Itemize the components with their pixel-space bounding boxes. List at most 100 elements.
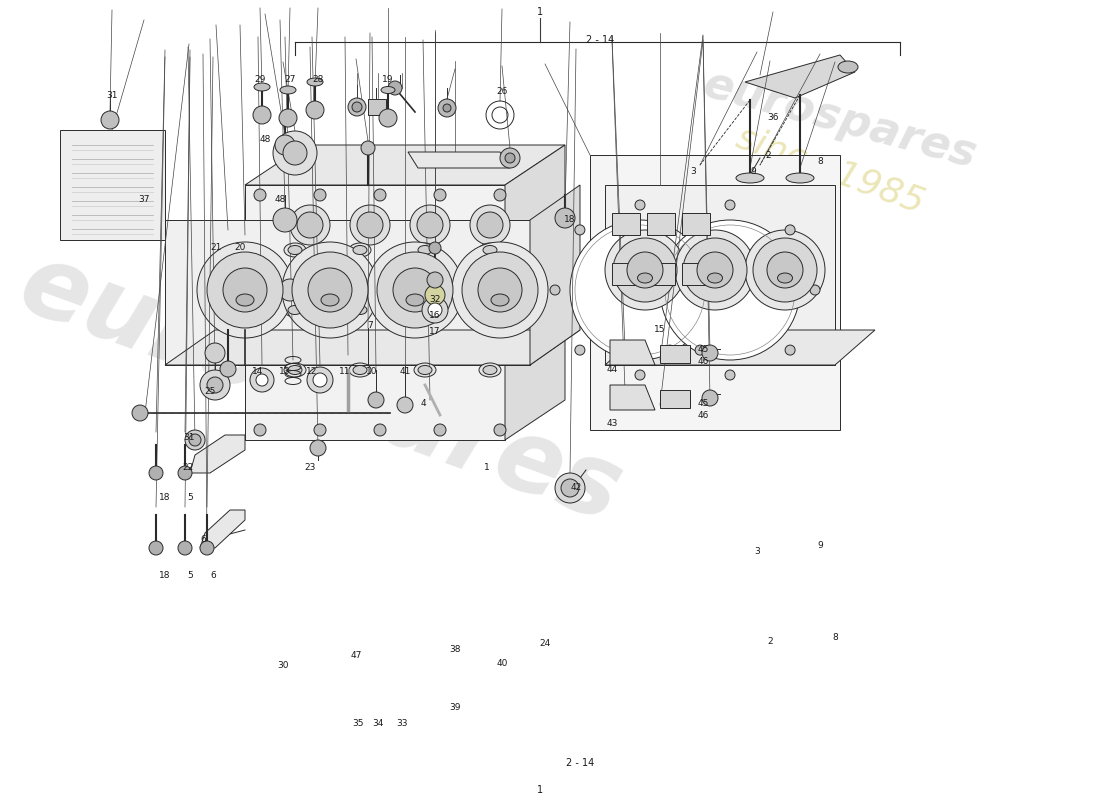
Polygon shape [190,435,245,473]
Text: 43: 43 [606,419,618,429]
Polygon shape [505,145,565,440]
Circle shape [273,208,297,232]
Circle shape [745,230,825,310]
Text: 2 - 14: 2 - 14 [565,758,594,768]
Circle shape [197,242,293,338]
Circle shape [494,189,506,201]
Circle shape [754,238,817,302]
Polygon shape [165,330,580,365]
Circle shape [272,272,308,308]
Text: 37: 37 [139,195,150,205]
Circle shape [556,473,585,503]
Circle shape [452,242,548,338]
Ellipse shape [786,173,814,183]
Circle shape [422,272,458,308]
Circle shape [283,141,307,165]
Ellipse shape [638,273,652,283]
Circle shape [148,541,163,555]
Polygon shape [660,345,690,363]
Circle shape [664,345,675,355]
Circle shape [310,440,326,456]
Text: 2: 2 [766,150,771,159]
Circle shape [393,268,437,312]
Circle shape [367,242,463,338]
Ellipse shape [414,243,436,257]
Text: 40: 40 [496,659,508,669]
Text: 23: 23 [305,463,316,473]
Ellipse shape [418,366,432,374]
Ellipse shape [478,243,500,257]
Text: 36: 36 [768,113,779,122]
Polygon shape [530,185,580,365]
Circle shape [635,200,645,210]
Text: 46: 46 [697,358,708,366]
Polygon shape [605,330,874,365]
Ellipse shape [284,303,306,317]
Text: 1: 1 [484,463,490,473]
Circle shape [428,303,442,317]
Circle shape [472,272,508,308]
Circle shape [785,345,795,355]
Circle shape [500,148,520,168]
Circle shape [425,285,446,305]
Bar [682,213,710,235]
Text: 19: 19 [383,75,394,85]
Bar [682,263,710,285]
Text: 34: 34 [372,718,384,727]
Circle shape [254,189,266,201]
Text: 18: 18 [160,570,170,579]
Text: 29: 29 [254,75,266,85]
Circle shape [377,252,453,328]
Text: 38: 38 [449,646,461,654]
Ellipse shape [288,366,302,374]
Circle shape [434,189,446,201]
Text: 47: 47 [350,651,362,661]
Ellipse shape [483,306,497,314]
Circle shape [397,397,412,413]
Circle shape [374,424,386,436]
Circle shape [417,212,443,238]
Text: 31: 31 [184,434,195,442]
Text: eurospares: eurospares [7,236,634,544]
Polygon shape [408,152,510,168]
Circle shape [205,343,225,363]
Circle shape [178,466,192,480]
Text: 9: 9 [750,167,756,177]
Polygon shape [165,220,530,365]
Circle shape [374,189,386,201]
Text: eurospares: eurospares [698,63,981,177]
Circle shape [322,272,358,308]
Circle shape [410,205,450,245]
Ellipse shape [349,243,371,257]
Circle shape [314,373,327,387]
Polygon shape [245,145,565,185]
Circle shape [256,374,268,386]
Text: 6: 6 [210,570,216,579]
Circle shape [438,99,456,117]
Ellipse shape [381,86,395,94]
Circle shape [683,238,747,302]
Text: 18: 18 [160,494,170,502]
Text: 8: 8 [817,158,823,166]
Circle shape [358,212,383,238]
Text: 5: 5 [187,494,192,502]
Text: 39: 39 [449,703,461,713]
Circle shape [664,225,675,235]
Circle shape [314,424,326,436]
Circle shape [635,370,645,380]
Circle shape [148,466,163,480]
Circle shape [207,377,223,393]
Circle shape [379,279,401,301]
Circle shape [429,242,441,254]
Text: 12: 12 [306,367,318,377]
Circle shape [368,392,384,408]
Circle shape [279,279,301,301]
Bar [612,263,640,285]
Ellipse shape [349,303,371,317]
Circle shape [279,109,297,127]
Ellipse shape [307,78,323,86]
Circle shape [575,225,585,235]
Circle shape [132,405,148,421]
Circle shape [570,220,710,360]
Text: 5: 5 [187,570,192,579]
